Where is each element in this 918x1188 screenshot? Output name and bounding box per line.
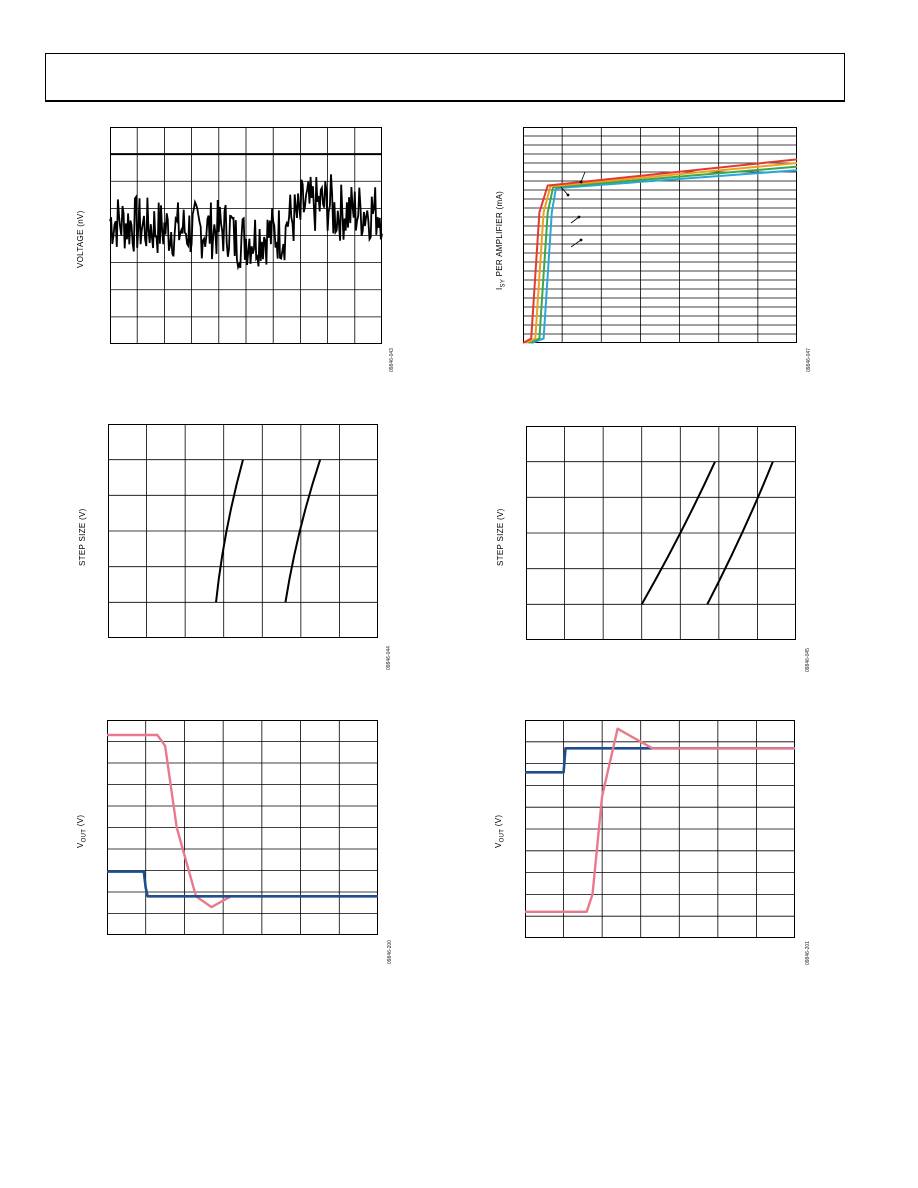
ylabel-step-size-2: STEP SIZE (V): [496, 508, 505, 566]
plot-frame: [523, 127, 797, 343]
figure-step-response-rising: [525, 720, 795, 938]
grid: [525, 720, 795, 938]
chart-supply-current: [522, 127, 798, 344]
trace-output: [107, 733, 378, 909]
annotation-arrowhead: [566, 193, 570, 197]
plot-frame: [526, 426, 796, 640]
figure-number-4: 09846-045: [805, 648, 811, 672]
figure-number-1: 09846-043: [389, 348, 395, 372]
plot-frame: [525, 720, 795, 938]
figure-number-3: 09846-044: [386, 646, 392, 670]
chart-step-size-1: [108, 424, 378, 638]
figure-supply-current: [522, 127, 798, 344]
plot-frame: [107, 720, 378, 935]
grid: [107, 720, 378, 935]
ylabel-v-rest: (V): [76, 814, 85, 829]
chart-step-response-rising: [525, 720, 795, 938]
annotation-arrowhead: [577, 215, 581, 219]
annotation-arrowhead: [579, 238, 583, 242]
chart-step-response-falling: [107, 720, 378, 935]
ylabel-v-rest: (V): [494, 814, 503, 829]
trace-output: [525, 727, 795, 913]
grid: [523, 127, 797, 343]
ylabel-step-size-1: STEP SIZE (V): [78, 508, 87, 566]
ylabel-out-sub: OUT: [81, 828, 88, 843]
annotation-arrow: [580, 171, 586, 183]
figure-number-6: 09846-201: [805, 941, 811, 965]
step-size-curve-1: [640, 461, 716, 605]
noise-trace: [109, 174, 383, 271]
trace-input: [107, 870, 378, 898]
figure-step-size-1: [108, 424, 378, 638]
annotation-arrow: [570, 216, 580, 224]
ylabel-isy-main: I: [495, 287, 504, 290]
ylabel-vout-2: VOUT (V): [494, 815, 506, 848]
figure-step-size-2: [526, 426, 796, 640]
ylabel-isy-rest: PER AMPLIFIER (mA): [495, 190, 504, 279]
step-size-curve-1: [215, 459, 244, 603]
step-size-curve-2: [706, 461, 774, 605]
annotation-arrowhead: [579, 180, 583, 184]
supply-current-curve-3: [528, 165, 798, 344]
ylabel-isy-sub: SY: [500, 278, 507, 288]
grid: [526, 426, 796, 640]
ylabel-v-main: V: [76, 842, 85, 848]
annotation-arrow: [560, 186, 569, 196]
ylabel-noise-voltage: VOLTAGE (nV): [76, 210, 85, 268]
ylabel-vout-1: VOUT (V): [76, 815, 88, 848]
figure-step-response-falling: [107, 720, 378, 935]
ylabel-out-sub: OUT: [499, 828, 506, 843]
supply-current-curve-2: [525, 162, 798, 344]
page-header-box: [45, 53, 845, 102]
annotation-arrow: [570, 239, 582, 248]
step-size-curve-2: [284, 459, 322, 603]
plot-frame: [108, 424, 378, 638]
ylabel-v-main: V: [494, 842, 503, 848]
ylabel-supply-current: ISY PER AMPLIFIER (mA): [495, 191, 507, 290]
figure-number-2: 09846-047: [806, 348, 812, 372]
grid: [108, 424, 378, 638]
figure-number-5: 09846-200: [387, 940, 393, 964]
trace-input: [525, 747, 795, 774]
chart-step-size-2: [526, 426, 796, 640]
supply-current-curve-4: [530, 169, 798, 344]
supply-current-curve-1: [522, 158, 798, 344]
figure-noise-voltage: [109, 127, 383, 344]
chart-noise-voltage: [109, 127, 383, 344]
